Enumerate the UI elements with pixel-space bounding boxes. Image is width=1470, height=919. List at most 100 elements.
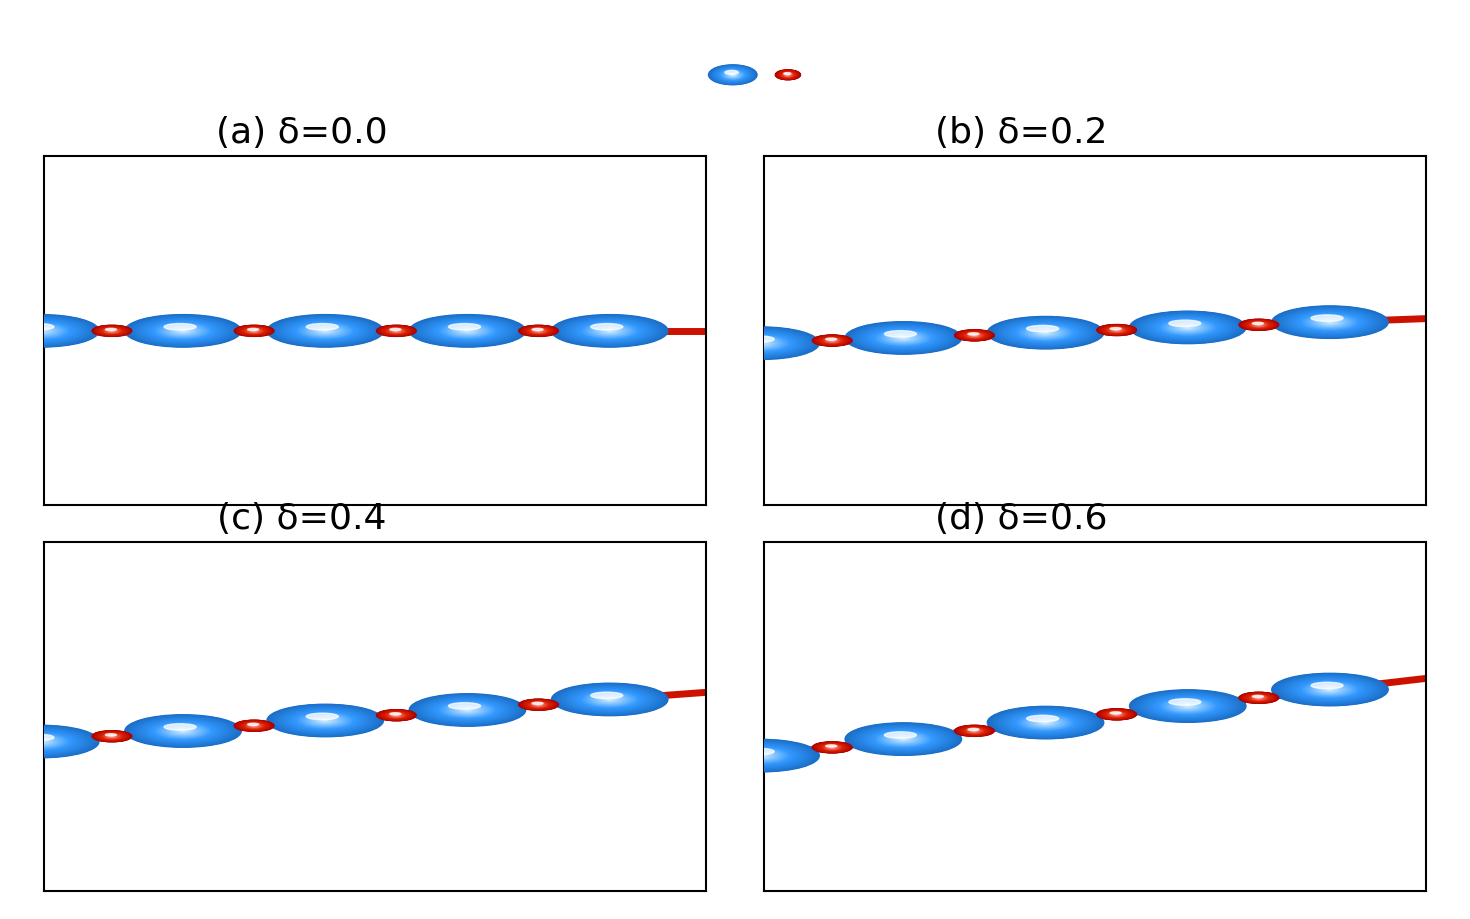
Ellipse shape [390,328,401,331]
Ellipse shape [1308,684,1352,696]
Ellipse shape [585,693,635,707]
Ellipse shape [1038,331,1053,335]
Ellipse shape [892,736,914,743]
Ellipse shape [823,744,842,750]
Ellipse shape [159,323,207,338]
Ellipse shape [1254,323,1263,326]
Ellipse shape [1314,685,1347,694]
Ellipse shape [726,73,739,77]
Ellipse shape [288,321,362,341]
Ellipse shape [970,335,979,336]
Ellipse shape [460,708,475,712]
Ellipse shape [410,694,525,726]
Ellipse shape [776,70,800,80]
Ellipse shape [779,72,797,78]
Ellipse shape [706,328,816,358]
Ellipse shape [440,702,495,718]
Ellipse shape [720,744,801,767]
Ellipse shape [850,724,957,754]
Ellipse shape [437,323,498,339]
Ellipse shape [885,333,922,343]
Ellipse shape [1310,316,1351,328]
Ellipse shape [1016,324,1075,341]
Ellipse shape [1041,332,1050,334]
Ellipse shape [160,724,206,737]
Ellipse shape [1100,325,1133,335]
Ellipse shape [828,746,836,749]
Ellipse shape [857,726,950,752]
Ellipse shape [1255,697,1263,698]
Ellipse shape [318,329,332,333]
Ellipse shape [32,739,50,744]
Ellipse shape [722,71,744,79]
Ellipse shape [151,722,215,740]
Ellipse shape [531,328,547,334]
Ellipse shape [1147,695,1229,718]
Ellipse shape [822,337,842,344]
Ellipse shape [1026,325,1058,332]
Ellipse shape [106,329,118,333]
Ellipse shape [967,729,982,733]
Ellipse shape [378,325,415,336]
Text: (d) δ=0.6: (d) δ=0.6 [935,503,1108,536]
Ellipse shape [814,743,850,752]
Ellipse shape [526,701,551,709]
Ellipse shape [883,333,923,344]
Ellipse shape [144,720,222,742]
Ellipse shape [276,317,375,345]
Ellipse shape [1251,696,1266,700]
Ellipse shape [963,728,985,734]
Ellipse shape [10,733,72,750]
Ellipse shape [576,690,644,709]
Ellipse shape [714,743,807,768]
Ellipse shape [384,712,409,719]
Ellipse shape [1276,307,1383,337]
Ellipse shape [823,338,842,343]
Ellipse shape [248,329,259,333]
Ellipse shape [713,67,753,83]
Ellipse shape [313,717,337,724]
Ellipse shape [1108,712,1125,717]
Ellipse shape [153,722,213,740]
Ellipse shape [0,730,84,754]
Ellipse shape [822,744,842,750]
Ellipse shape [1108,328,1125,333]
Ellipse shape [731,74,735,75]
Ellipse shape [866,729,941,750]
Ellipse shape [1252,323,1264,326]
Ellipse shape [817,336,848,345]
Ellipse shape [886,333,920,343]
Ellipse shape [1250,322,1269,327]
Ellipse shape [532,328,542,331]
Ellipse shape [872,731,935,748]
Ellipse shape [1302,682,1358,698]
Ellipse shape [22,325,60,336]
Ellipse shape [589,325,631,336]
Ellipse shape [526,701,550,708]
Ellipse shape [1041,721,1050,724]
Ellipse shape [566,687,653,711]
Ellipse shape [1255,323,1263,325]
Ellipse shape [753,341,770,346]
Ellipse shape [817,743,848,752]
Ellipse shape [432,700,503,720]
Ellipse shape [240,721,269,730]
Ellipse shape [0,317,91,345]
Ellipse shape [18,324,65,337]
Ellipse shape [320,720,329,721]
Ellipse shape [101,733,122,739]
Ellipse shape [537,330,541,332]
Ellipse shape [1039,331,1051,335]
Ellipse shape [1133,691,1242,721]
Ellipse shape [958,331,989,340]
Ellipse shape [582,323,638,338]
Ellipse shape [109,735,115,737]
Ellipse shape [279,708,372,733]
Ellipse shape [572,321,647,341]
Ellipse shape [867,328,939,348]
Ellipse shape [710,742,811,770]
Ellipse shape [1244,321,1274,329]
Ellipse shape [306,323,338,330]
Ellipse shape [535,330,542,332]
Ellipse shape [15,734,68,749]
